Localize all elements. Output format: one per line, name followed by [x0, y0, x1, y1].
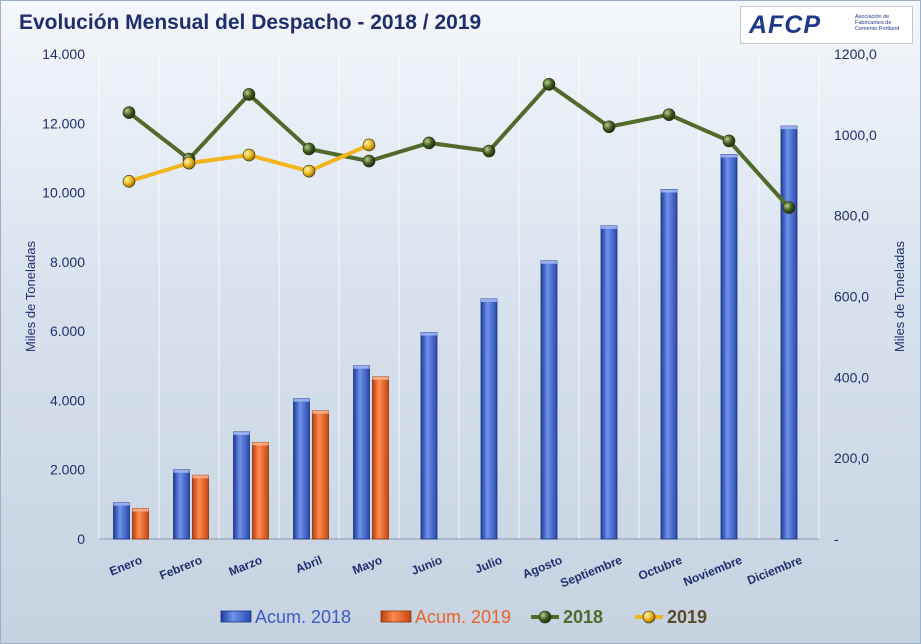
y-axis-label: Miles de Toneladas — [23, 240, 38, 352]
y2-tick-label: 400,0 — [834, 369, 869, 385]
x-tick-label: Julio — [473, 553, 504, 576]
bar-cap — [781, 126, 797, 130]
bar-cap — [353, 365, 370, 369]
y2-tick-label: 800,0 — [834, 208, 869, 224]
y-tick-label: 2.000 — [50, 462, 85, 478]
point-2018 — [602, 120, 616, 134]
y2-tick-label: 1000,0 — [834, 127, 877, 143]
grid-layer — [98, 54, 820, 539]
bar-acum-2018 — [600, 225, 618, 540]
bar-acum-2018 — [420, 332, 438, 540]
point-2018 — [782, 201, 796, 214]
bar-cap — [192, 475, 209, 479]
bar-cap — [421, 332, 437, 336]
bar-acum-2018 — [113, 502, 130, 540]
y-tick-label: 10.000 — [42, 185, 85, 201]
legend-swatch-dot — [642, 610, 656, 624]
bar-acum-2019 — [372, 376, 389, 540]
bar-acum-2018 — [293, 398, 310, 540]
bar-acum-2019 — [192, 474, 209, 540]
legend-label: 2019 — [667, 607, 707, 627]
point-2018 — [302, 142, 316, 156]
bar-cap — [541, 260, 557, 264]
bar-acum-2018 — [233, 431, 250, 540]
point-2019 — [182, 156, 196, 170]
line-2018 — [127, 82, 791, 209]
line-layer — [122, 78, 796, 214]
bar-acum-2019 — [132, 508, 149, 540]
bar-layer — [113, 125, 798, 540]
bar-cap — [252, 442, 269, 446]
y2-axis-label: Miles de Toneladas — [892, 240, 907, 352]
bar-acum-2018 — [780, 125, 798, 540]
x-tick-label: Septiembre — [558, 553, 624, 591]
x-tick-label: Diciembre — [745, 553, 804, 588]
bar-acum-2018 — [480, 298, 498, 540]
x-tick-label: Noviembre — [681, 553, 744, 589]
y2-tick-label: 600,0 — [834, 289, 869, 305]
bar-cap — [661, 189, 677, 193]
y2-tick-label: 1200,0 — [834, 46, 877, 62]
bar-acum-2018 — [720, 154, 738, 540]
point-2018 — [122, 106, 136, 119]
chart-title: Evolución Mensual del Despacho - 2018 / … — [19, 11, 482, 34]
bar-cap — [481, 298, 497, 302]
point-2019 — [242, 148, 256, 162]
bar-cap — [293, 398, 310, 402]
bar-acum-2018 — [660, 189, 678, 540]
x-tick-label: Octubre — [636, 553, 684, 583]
point-2019 — [302, 164, 316, 178]
point-2018 — [722, 134, 736, 148]
legend-label: Acum. 2019 — [415, 607, 511, 627]
logo-mark: AFCP — [749, 11, 822, 39]
logo-text: Asociación de Fabricantes de Cemento Por… — [855, 14, 900, 32]
axis-layer: 0 2.000 4.000 6.000 8.000 10.000 12.000 14.000 -… — [23, 46, 907, 590]
bar-acum-2018 — [353, 365, 370, 540]
legend-layer: Acum. 2018 Acum. 2019 2018 2019 — [220, 607, 707, 627]
legend-swatch-bar — [220, 610, 252, 623]
x-tick-label: Enero — [107, 553, 144, 579]
y2-tick-label: 200,0 — [834, 450, 869, 466]
bar-acum-2018 — [173, 469, 190, 540]
point-2018 — [482, 144, 496, 158]
legend-label: Acum. 2018 — [255, 607, 351, 627]
point-2018 — [242, 88, 256, 101]
point-2018 — [662, 108, 676, 121]
point-2018 — [422, 136, 436, 150]
y-tick-label: 8.000 — [50, 254, 85, 270]
bar-cap — [721, 154, 737, 158]
x-tick-label: Abril — [294, 553, 325, 576]
afcp-logo: AFCP Asociación de Fabricantes de Cement… — [740, 6, 913, 44]
x-tick-label: Marzo — [227, 553, 264, 579]
bar-cap — [113, 502, 130, 506]
x-tick-label: Febrero — [157, 553, 204, 583]
y-tick-label: 4.000 — [50, 392, 85, 408]
bar-cap — [312, 410, 329, 414]
y-tick-label: 0 — [77, 531, 85, 547]
legend-label: 2018 — [563, 607, 603, 627]
y-tick-label: 6.000 — [50, 323, 85, 339]
y2-tick-label: - — [834, 531, 839, 547]
legend-swatch-dot — [538, 610, 552, 624]
point-2018 — [362, 154, 376, 168]
x-tick-label: Mayo — [350, 553, 384, 577]
y-tick-label: 12.000 — [42, 115, 85, 131]
legend-swatch-bar — [380, 610, 412, 623]
bar-cap — [132, 508, 149, 512]
bar-acum-2019 — [252, 441, 269, 540]
y-tick-label: 14.000 — [42, 46, 85, 62]
point-2019 — [362, 138, 376, 152]
bar-cap — [233, 431, 250, 435]
bar-cap — [601, 225, 617, 229]
x-tick-label: Junio — [409, 553, 444, 578]
bar-cap — [173, 469, 190, 473]
bar-acum-2019 — [312, 410, 329, 540]
bar-acum-2018 — [540, 260, 558, 540]
point-2019 — [122, 175, 136, 188]
point-2018 — [542, 78, 556, 91]
bar-cap — [372, 376, 389, 380]
